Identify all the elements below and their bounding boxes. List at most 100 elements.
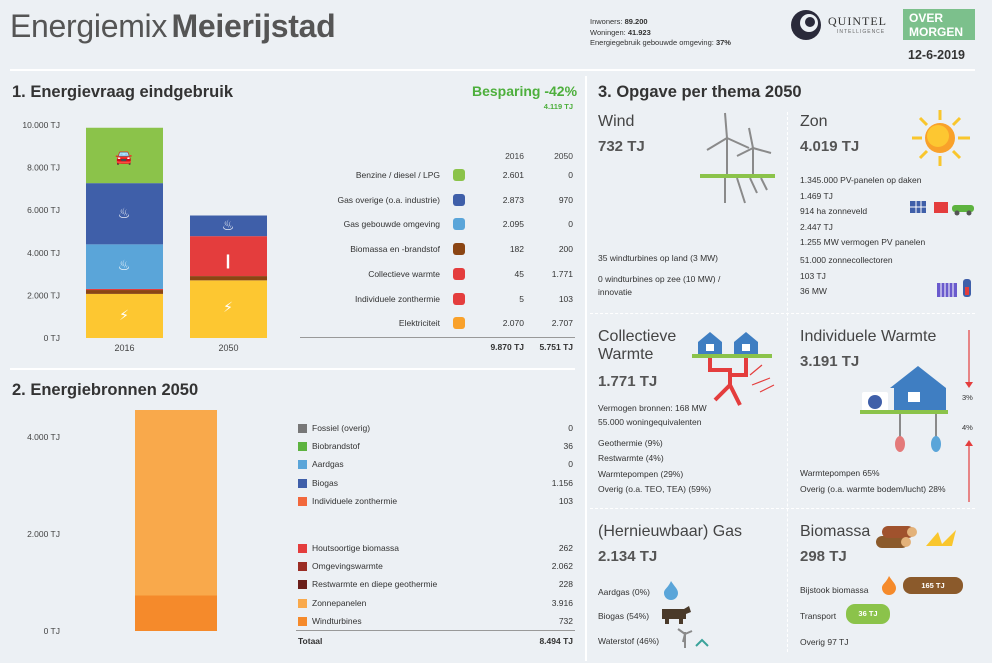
- section1-title: 1. Energievraag eindgebruik: [12, 83, 233, 101]
- cow-icon: [662, 606, 691, 624]
- individueel-title: Individuele Warmte: [800, 328, 937, 345]
- page-title: Energiemix Meierijstad: [10, 8, 336, 45]
- savings-label: Besparing -42%: [472, 83, 578, 99]
- y-tick-label: 2.000 TJ: [27, 290, 60, 300]
- thermometer-icon: [453, 292, 465, 305]
- quintel-logo-icon: [791, 10, 821, 40]
- bar-segment: [86, 183, 163, 245]
- solar-panel-icon: [910, 201, 974, 216]
- y-tick-label: 8.000 TJ: [27, 163, 60, 173]
- quintel-logo: QUINTEL: [828, 14, 887, 28]
- demand-total-line: [300, 337, 575, 338]
- demand-row-2050: 0: [568, 170, 573, 180]
- energy-sources-chart: 0 TJ2.000 TJ4.000 TJ6.000 TJ8.000 TJ: [27, 410, 217, 636]
- quintel-logo-sub: INTELLIGENCE: [837, 29, 886, 35]
- demand-row-2016: 2.095: [502, 219, 524, 230]
- demand-row-2050: 970: [558, 194, 573, 205]
- demand-row-2016: 2.601: [502, 170, 524, 180]
- gas-aardgas: Aardgas (0%): [598, 587, 650, 597]
- demand-row-2016: 5: [519, 293, 524, 304]
- biomassa-title: Biomassa: [800, 523, 871, 540]
- legend-swatch: [298, 460, 307, 470]
- individueel-pct-1: 3%: [962, 393, 973, 402]
- legend-value: 0: [568, 459, 573, 470]
- y-tick-label: 0 TJ: [44, 333, 60, 343]
- gas-title: (Hernieuwbaar) Gas: [598, 523, 743, 540]
- legend-value: 2.062: [551, 561, 573, 572]
- legend-label: Biogas: [312, 477, 338, 488]
- collectief-value: 1.771 TJ: [598, 373, 658, 390]
- legend-value: 3.916: [551, 597, 573, 608]
- solar-collector-icon: [937, 279, 971, 297]
- fire-icon: [882, 576, 896, 595]
- demand-row-2016: 45: [514, 268, 524, 279]
- lightning-icon: ⚡: [119, 308, 129, 324]
- header-stats: Inwoners: 89.200 Woningen: 41.923 Energi…: [590, 17, 731, 49]
- car-icon: 🚘: [115, 150, 133, 166]
- y-tick-label: 4.000 TJ: [27, 248, 60, 258]
- demand-row-2050: 2.707: [551, 318, 573, 329]
- demand-row-label: Collectieve warmte: [368, 268, 440, 279]
- legend-label: Omgevingswarmte: [312, 561, 383, 572]
- legend-swatch: [298, 496, 307, 506]
- collectief-sources: Geothermie (9%) Restwarmte (4%) Warmtepomp…: [598, 438, 712, 494]
- flame-icon: ♨: [222, 218, 235, 234]
- demand-row-2016: 182: [509, 244, 524, 255]
- collectief-title: Collectieve Warmte: [598, 328, 677, 363]
- total-2050: 5.751 TJ: [539, 342, 573, 352]
- biomassa-overig: Overig 97 TJ: [800, 637, 849, 647]
- legend-value: 262: [558, 543, 573, 553]
- flame-icon: [664, 581, 678, 600]
- lightning-icon: [453, 317, 465, 330]
- legend-label: Restwarmte en diepe geothermie: [312, 579, 438, 590]
- legend-label: Individuele zonthermie: [312, 495, 398, 506]
- savings-tj: 4.119 TJ: [543, 102, 573, 111]
- demand-row-label: Biomassa en -brandstof: [350, 244, 440, 255]
- energy-demand-chart: 0 TJ 2.000 TJ 4.000 TJ 6.000 TJ 8.000 TJ 10.0…: [22, 120, 267, 353]
- demand-row-2050: 0: [568, 219, 573, 230]
- bar-segment: [135, 595, 217, 631]
- legend-swatch: [298, 562, 307, 572]
- sources-total-line: [296, 630, 575, 631]
- car-icon: [453, 169, 465, 181]
- demand-row-2016: 2.873: [502, 194, 524, 205]
- legend-label: Fossiel (overig): [312, 423, 371, 433]
- report-date: 12-6-2019: [908, 48, 965, 62]
- section2-title: 2. Energiebronnen 2050: [12, 381, 199, 399]
- demand-row-label: Benzine / diesel / LPG: [355, 170, 440, 180]
- flame-icon: ♨: [118, 206, 131, 222]
- transport-badge: 36 TJ: [846, 604, 890, 624]
- bar-segment: [190, 280, 267, 338]
- y-tick-label: 10.000 TJ: [22, 120, 60, 130]
- lightning-icon: ⚡: [223, 300, 233, 316]
- legend-label: Houtsoortige biomassa: [312, 543, 399, 553]
- biomassa-bijstook: Bijstook biomassa: [800, 585, 869, 595]
- individueel-details: Warmtepompen 65% Overig (o.a. warmte bode…: [800, 468, 946, 494]
- flame-icon: [453, 218, 465, 231]
- legend-label: Aardgas: [312, 459, 344, 470]
- bar-segment: [86, 244, 163, 289]
- x-tick-label: 2016: [114, 343, 134, 353]
- wind-details: 35 windturbines op land (3 MW) 0 windturb…: [598, 253, 721, 297]
- bijstook-badge: 165 TJ: [903, 577, 963, 594]
- legend-value: 36: [563, 441, 573, 452]
- thermometer-icon: [453, 267, 465, 280]
- legend-value: 228: [558, 579, 573, 590]
- legend-value: 732: [558, 615, 573, 626]
- hydrogen-icon: [677, 628, 709, 648]
- demand-row-label: Gas gebouwde omgeving: [343, 219, 440, 230]
- wind-title: Wind: [598, 113, 635, 130]
- title-bold: Meierijstad: [171, 8, 336, 44]
- x-tick-label: 2050: [218, 343, 238, 353]
- legend-value: 0: [568, 423, 573, 433]
- direction-arrows-icon: [965, 330, 973, 502]
- sun-icon: [912, 110, 970, 166]
- y-tick-label: 0 TJ: [44, 626, 60, 636]
- section3-title: 3. Opgave per thema 2050: [598, 83, 802, 101]
- wind-value: 732 TJ: [598, 138, 645, 155]
- sources-total-value: 8.494 TJ: [539, 636, 573, 646]
- bar-segment: [135, 410, 217, 596]
- legend-swatch: [298, 478, 307, 488]
- y-tick-label: 6.000 TJ: [27, 205, 60, 215]
- gas-value: 2.134 TJ: [598, 548, 658, 565]
